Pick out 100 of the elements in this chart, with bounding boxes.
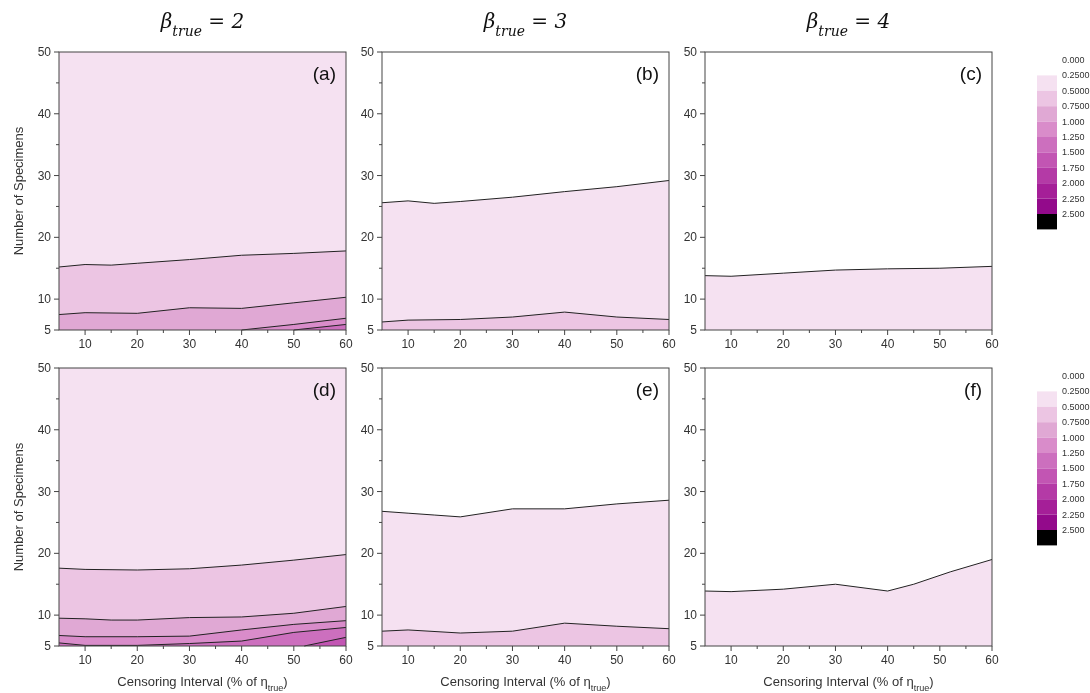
x-tick-label: 40 xyxy=(234,653,249,667)
x-tick-label: 20 xyxy=(130,653,145,667)
y-tick-label: 50 xyxy=(37,45,52,59)
y-tick-label: 40 xyxy=(360,106,375,121)
color-bar-label: 2.500 xyxy=(1062,209,1085,219)
y-tick-label: 40 xyxy=(683,106,698,121)
x-tick-label: 40 xyxy=(557,337,572,351)
x-tick-label: 20 xyxy=(776,653,791,667)
chart-title: β$_{true}$ = 2 xyxy=(159,9,245,39)
chart-title: β$_{true}$ = 3 xyxy=(482,9,568,39)
x-tick-label: 50 xyxy=(610,337,624,351)
x-tick-label: 30 xyxy=(828,653,843,667)
x-tick-label: 20 xyxy=(130,337,145,351)
x-tick-label: 60 xyxy=(662,653,676,667)
x-tick-label: 30 xyxy=(828,337,843,351)
x-tick-label: 30 xyxy=(182,337,197,351)
y-tick-label: 10 xyxy=(37,292,52,307)
x-tick-label: 40 xyxy=(880,337,895,351)
y-tick-label: 40 xyxy=(37,106,52,121)
x-tick-label: 10 xyxy=(724,337,739,351)
color-bar-label: 2.000 xyxy=(1062,178,1085,189)
color-bar-label: 2.250 xyxy=(1062,509,1085,520)
x-tick-label: 50 xyxy=(287,337,301,351)
y-tick-label: 30 xyxy=(360,484,375,499)
color-bar-label: 1.000 xyxy=(1062,116,1085,127)
annotation: (e) xyxy=(635,379,659,400)
y-tick-label: 40 xyxy=(37,422,52,437)
x-tick-label: 30 xyxy=(182,653,197,667)
y-tick-label: 50 xyxy=(37,361,52,375)
y-tick-label: 10 xyxy=(360,292,375,307)
y-tick-label: 30 xyxy=(683,168,698,183)
x-tick-label: 30 xyxy=(505,337,520,351)
y-tick-label: 10 xyxy=(683,292,698,307)
x-tick-label: 50 xyxy=(933,653,947,667)
x-axis-title: Censoring Interval (% of η$_{true}$) xyxy=(763,674,934,693)
y-tick-label: 20 xyxy=(360,546,375,561)
x-tick-label: 40 xyxy=(880,653,895,667)
y-tick-label: 5 xyxy=(44,323,52,337)
annotation: (b) xyxy=(635,63,659,84)
color-bar-label: 1.000 xyxy=(1062,432,1085,443)
y-tick-label: 10 xyxy=(37,608,52,623)
annotation: (a) xyxy=(312,63,336,84)
color-bar-label: 1.750 xyxy=(1062,478,1085,489)
annotation: (d) xyxy=(312,379,336,400)
y-tick-label: 30 xyxy=(683,484,698,499)
x-tick-label: 10 xyxy=(401,337,416,351)
y-tick-label: 50 xyxy=(360,361,375,375)
y-tick-label: 10 xyxy=(683,608,698,623)
chart-title: β$_{true}$ = 4 xyxy=(805,9,891,39)
y-tick-label: 5 xyxy=(44,639,52,653)
y-tick-label: 5 xyxy=(367,639,375,653)
color-bar-label: 2.500 xyxy=(1062,525,1085,535)
annotation: (c) xyxy=(959,63,982,84)
color-bar-label: 1.250 xyxy=(1062,132,1085,142)
y-tick-label: 30 xyxy=(37,484,52,499)
color-bar-label: 0.7500 xyxy=(1062,417,1090,428)
y-tick-label: 50 xyxy=(360,45,375,59)
x-tick-label: 50 xyxy=(610,653,624,667)
color-bar-label: 0.7500 xyxy=(1062,101,1090,112)
y-tick-label: 10 xyxy=(360,608,375,623)
y-tick-label: 50 xyxy=(683,361,698,375)
y-tick-label: 30 xyxy=(37,168,52,183)
y-tick-label: 40 xyxy=(683,422,698,437)
x-axis-title: Censoring Interval (% of η$_{true}$) xyxy=(440,674,611,693)
y-tick-label: 5 xyxy=(367,323,375,337)
color-bar-label: 0.000 xyxy=(1062,55,1085,65)
x-tick-label: 40 xyxy=(234,337,249,351)
x-tick-label: 60 xyxy=(985,337,999,351)
annotation: (f) xyxy=(964,379,982,400)
x-tick-label: 60 xyxy=(339,337,353,351)
x-tick-label: 40 xyxy=(557,653,572,667)
y-tick-label: 40 xyxy=(360,422,375,437)
x-tick-label: 60 xyxy=(339,653,353,667)
x-tick-label: 30 xyxy=(505,653,520,667)
x-tick-label: 10 xyxy=(401,653,416,667)
x-tick-label: 50 xyxy=(933,337,947,351)
y-tick-label: 20 xyxy=(360,230,375,245)
color-bar-label: 1.500 xyxy=(1062,463,1085,474)
color-bar-label: 1.500 xyxy=(1062,147,1085,158)
y-tick-label: 20 xyxy=(37,230,52,245)
x-tick-label: 10 xyxy=(724,653,739,667)
color-bar-label: 0.2500 xyxy=(1062,386,1090,397)
color-bar-label: 0.2500 xyxy=(1062,70,1090,81)
color-bar-label: 2.000 xyxy=(1062,494,1085,505)
x-tick-label: 20 xyxy=(453,653,468,667)
y-tick-label: 20 xyxy=(683,546,698,561)
x-tick-label: 20 xyxy=(453,337,468,351)
x-tick-label: 20 xyxy=(776,337,791,351)
y-tick-label: 5 xyxy=(690,323,698,337)
x-tick-label: 60 xyxy=(985,653,999,667)
y-tick-label: 50 xyxy=(683,45,698,59)
color-bar-label: 0.5000 xyxy=(1062,85,1090,96)
color-bar-label: 0.5000 xyxy=(1062,401,1090,412)
x-tick-label: 10 xyxy=(78,653,93,667)
color-bar-label: 2.250 xyxy=(1062,193,1085,204)
y-axis-title: Number of Specimens xyxy=(11,126,26,256)
color-bar-label: 1.250 xyxy=(1062,448,1085,458)
color-bar-label: 1.750 xyxy=(1062,162,1085,173)
color-bar-label: 0.000 xyxy=(1062,371,1085,381)
y-tick-label: 20 xyxy=(683,230,698,245)
